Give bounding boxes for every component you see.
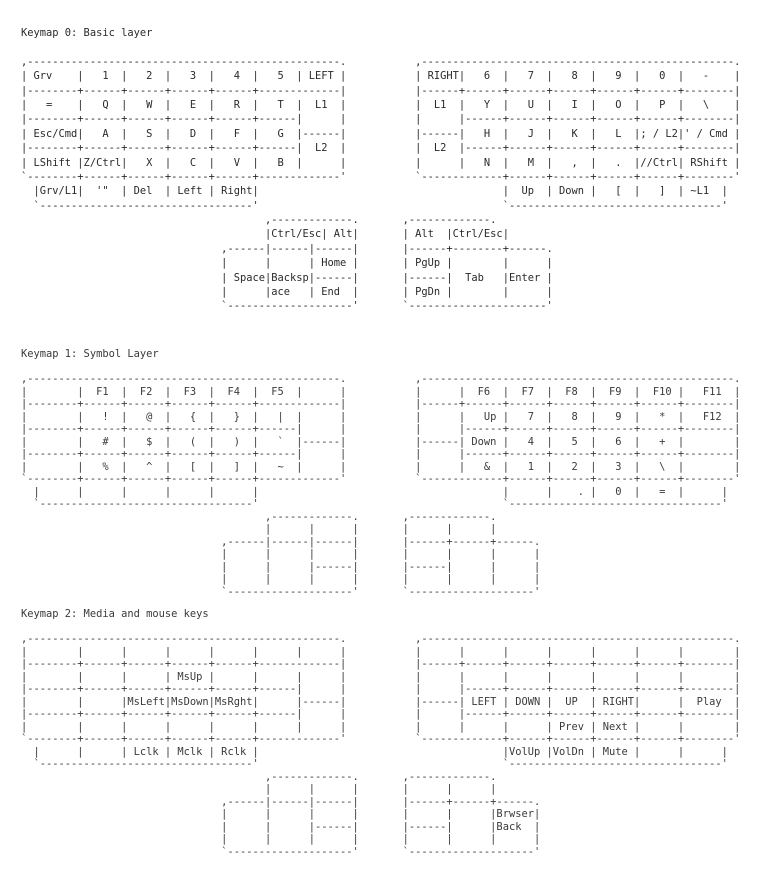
- keymap-line: |--------+------+------+------+------+--…: [21, 142, 741, 155]
- keymap-line: ,---------------------------------------…: [21, 373, 741, 385]
- keymap-line: | | | Lclk | Mclk | Rclk | |VolUp |VolDn…: [21, 745, 728, 758]
- keymap-line: [21, 40, 740, 54]
- keymap-line: |--------+------+------+------+------+--…: [21, 708, 741, 720]
- keymap-2-media-mouse: Keymap 2: Media and mouse keys ,--------…: [21, 608, 740, 858]
- keymap-line: |--------+------+------+------+------+--…: [21, 683, 741, 695]
- keymap-line: |--------+------+------+------+------+--…: [21, 113, 741, 126]
- keymap-diagram: ,---------------------------------------…: [21, 40, 740, 313]
- keymap-line: [21, 361, 740, 374]
- keymap-line: ,---------------------------------------…: [21, 633, 741, 645]
- keymap-line: `----------------------------------' `--…: [21, 498, 728, 510]
- keymap-line: | Esc/Cmd| A | S | D | F | G |------| |-…: [21, 127, 741, 140]
- keymap-line: |Grv/L1| '" | Del | Left | Right| | Up |…: [21, 185, 728, 198]
- keymap-line: `----------------------------------' `--…: [21, 199, 728, 212]
- keymap-line: | | | | | | | |: [21, 548, 541, 560]
- keymap-line: | | |------| |------| |Back |: [21, 820, 541, 833]
- keymap-line: `--------------------' `----------------…: [21, 845, 541, 858]
- keymap-line: | Grv | 1 | 2 | 3 | 4 | 5 | LEFT | | RIG…: [21, 70, 741, 83]
- keymap-line: |--------+------+------+------+------+--…: [21, 423, 741, 435]
- keymap-diagram: ,---------------------------------------…: [21, 361, 740, 599]
- keymap-line: | |ace | End | | PgDn | | |: [21, 286, 553, 299]
- keymap-line: ,------|------|------| |------+--------+…: [21, 242, 553, 255]
- keymap-line: `--------+------+------+------+------+--…: [21, 473, 741, 485]
- keymap-line: ,-------------. ,-------------.: [21, 510, 497, 523]
- keymap-line: | | | | MsUp | | | | | | | | | | | |: [21, 670, 741, 683]
- keymap-line: |Ctrl/Esc| Alt| | Alt |Ctrl/Esc|: [21, 228, 509, 241]
- keymap-line: | | | | | | | |: [21, 833, 541, 845]
- keymap-line: `----------------------------------' `--…: [21, 758, 728, 770]
- keymap-line: | | | | | | |Brwser|: [21, 808, 541, 820]
- keymap-line: `--------------------' `----------------…: [21, 585, 541, 598]
- keymap-line: | LShift |Z/Ctrl| X | C | V | B | | | | …: [21, 156, 741, 169]
- keymap-line: | Space|Backsp|------| |------| Tab |Ent…: [21, 271, 553, 284]
- keymap-line: `--------+------+------+------+------+--…: [21, 170, 741, 183]
- keymap-line: |--------+------+------+------+------+--…: [21, 398, 741, 410]
- keymap-line: | | F1 | F2 | F3 | F4 | F5 | | | | F6 | …: [21, 385, 741, 398]
- keymap-line: | | | | | |: [21, 783, 497, 795]
- keymap-line: |--------+------+------+------+------+--…: [21, 448, 741, 460]
- keymap-line: | | | | | | | | | | | | | | | |: [21, 645, 741, 658]
- keymap-line: | | | Home | | PgUp | | |: [21, 257, 553, 270]
- keymap-line: | | | | | |: [21, 523, 497, 535]
- keymap-1-symbol-layer: Keymap 1: Symbol Layer ,----------------…: [21, 348, 740, 598]
- keymap-line: `--------+------+------+------+------+--…: [21, 733, 741, 745]
- keymap-line: | | # | $ | ( | ) | ` |------| |------| …: [21, 435, 741, 448]
- keymap-line: | | | | | | | |: [21, 573, 541, 585]
- keymap-line: | | % | ^ | [ | ] | ~ | | | | & | 1 | 2 …: [21, 460, 741, 473]
- keymap-line: | | ! | @ | { | } | | | | | | Up | 7 | 8…: [21, 410, 741, 423]
- keymap-line: ,------|------|------| |------+------+--…: [21, 795, 541, 808]
- keymap-line: | = | Q | W | E | R | T | L1 | | L1 | Y …: [21, 98, 741, 111]
- keymap-line: `--------------------' `----------------…: [21, 300, 553, 313]
- keymap-line: | | |MsLeft|MsDown|MsRght| |------| |---…: [21, 695, 741, 708]
- keymap-0-basic-layer: Keymap 0: Basic layer ,-----------------…: [21, 26, 740, 314]
- keymap-line: ,------|------|------| |------+------+--…: [21, 535, 541, 548]
- keymap-title: Keymap 1: Symbol Layer: [21, 348, 159, 360]
- keymap-line: | | | | | | | | | | | | Prev | Next | | …: [21, 720, 741, 733]
- keymap-title: Keymap 2: Media and mouse keys: [21, 608, 209, 620]
- keymap-line: [21, 621, 740, 634]
- keymap-diagram: ,---------------------------------------…: [21, 621, 740, 859]
- keymap-line: | | |------| |------| | |: [21, 560, 541, 573]
- keymap-line: ,-------------. ,-------------.: [21, 770, 497, 783]
- keymap-line: ,---------------------------------------…: [21, 55, 741, 68]
- keymap-line: |--------+------+------+------+------+--…: [21, 658, 741, 670]
- keymap-line: |--------+------+------+------+------+--…: [21, 84, 741, 97]
- keymap-line: ,-------------. ,-------------.: [21, 214, 497, 227]
- keymap-title: Keymap 0: Basic layer: [21, 27, 153, 39]
- keymap-line: | | | | | | | | . | 0 | = | |: [21, 485, 728, 498]
